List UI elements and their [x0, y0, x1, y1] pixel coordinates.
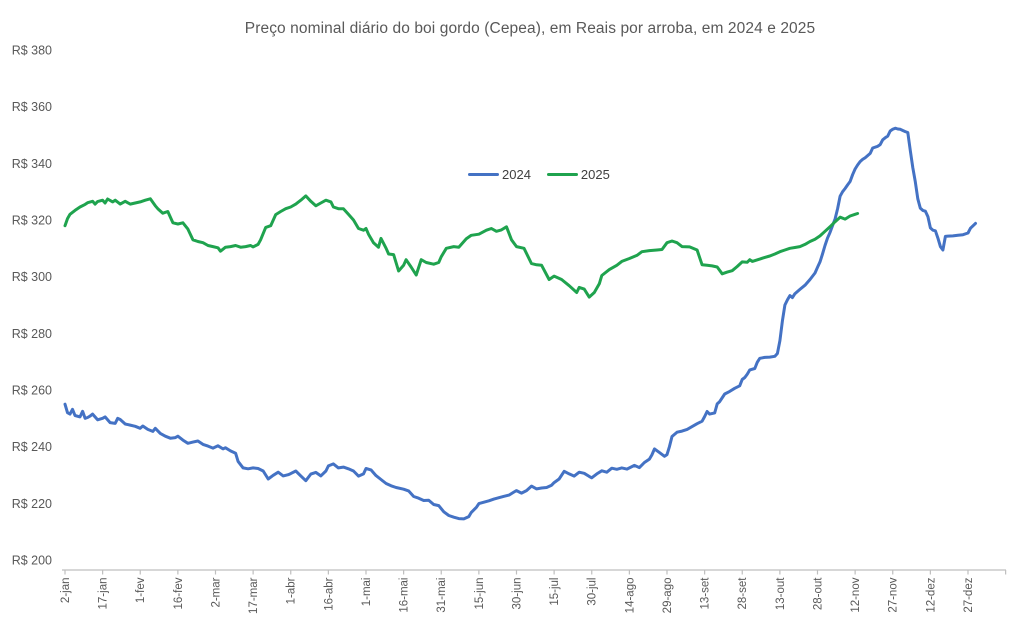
x-axis-label: 1-mai [361, 578, 373, 607]
y-axis-label: R$ 380 [12, 44, 52, 58]
x-axis-label: 16-mai [399, 578, 411, 613]
y-axis-label: R$ 220 [12, 497, 52, 511]
x-axis-label: 30-jul [587, 578, 599, 606]
x-axis-label: 28-set [737, 577, 749, 610]
x-axis-label: 12-dez [925, 577, 937, 612]
x-axis-label: 17-jan [98, 578, 110, 610]
y-axis-label: R$ 200 [12, 554, 52, 568]
x-axis-label: 29-ago [662, 578, 674, 614]
series-line-2024 [63, 126, 977, 521]
x-axis-label: 15-jun [474, 578, 486, 610]
x-axis-label: 15-jul [549, 578, 561, 606]
x-axis-label: 13-out [775, 577, 787, 610]
x-axis-label: 30-jun [511, 578, 523, 610]
legend-label: 2025 [580, 167, 610, 182]
x-axis-label: 28-out [812, 577, 824, 610]
x-axis-label: 27-dez [963, 577, 975, 612]
legend-swatch-2024 [468, 172, 499, 177]
x-axis-label: 16-fev [173, 577, 185, 609]
legend: 2024 2025 [468, 167, 610, 182]
y-axis-label: R$ 340 [12, 157, 52, 171]
legend-label: 2024 [502, 167, 531, 182]
x-axis-label: 1-abr [286, 577, 298, 604]
x-axis-label: 31-mai [436, 578, 448, 613]
y-axis-label: R$ 360 [12, 100, 52, 114]
series-line-2025 [63, 194, 860, 299]
x-axis-label: 16-abr [323, 577, 335, 610]
legend-item-2024: 2024 [468, 167, 531, 182]
x-axis-label: 12-nov [850, 577, 862, 612]
y-axis-label: R$ 260 [12, 384, 52, 398]
x-axis-label: 13-set [700, 577, 712, 610]
x-axis-label: 14-ago [624, 578, 636, 614]
legend-item-2025: 2025 [546, 167, 610, 182]
x-axis-label: 27-nov [888, 577, 900, 612]
y-axis-label: R$ 240 [12, 440, 52, 454]
y-axis-label: R$ 320 [12, 214, 52, 228]
x-axis-label: 17-mar [248, 577, 260, 614]
x-axis-label: 2-jan [60, 578, 72, 604]
legend-swatch-2025 [546, 172, 578, 177]
chart-title: Preço nominal diário do boi gordo (Cepea… [244, 20, 816, 37]
x-axis-label: 1-fev [135, 577, 147, 603]
y-axis-label: R$ 280 [12, 327, 52, 341]
y-axis-label: R$ 300 [12, 270, 52, 284]
x-axis-label: 2-mar [210, 577, 222, 607]
